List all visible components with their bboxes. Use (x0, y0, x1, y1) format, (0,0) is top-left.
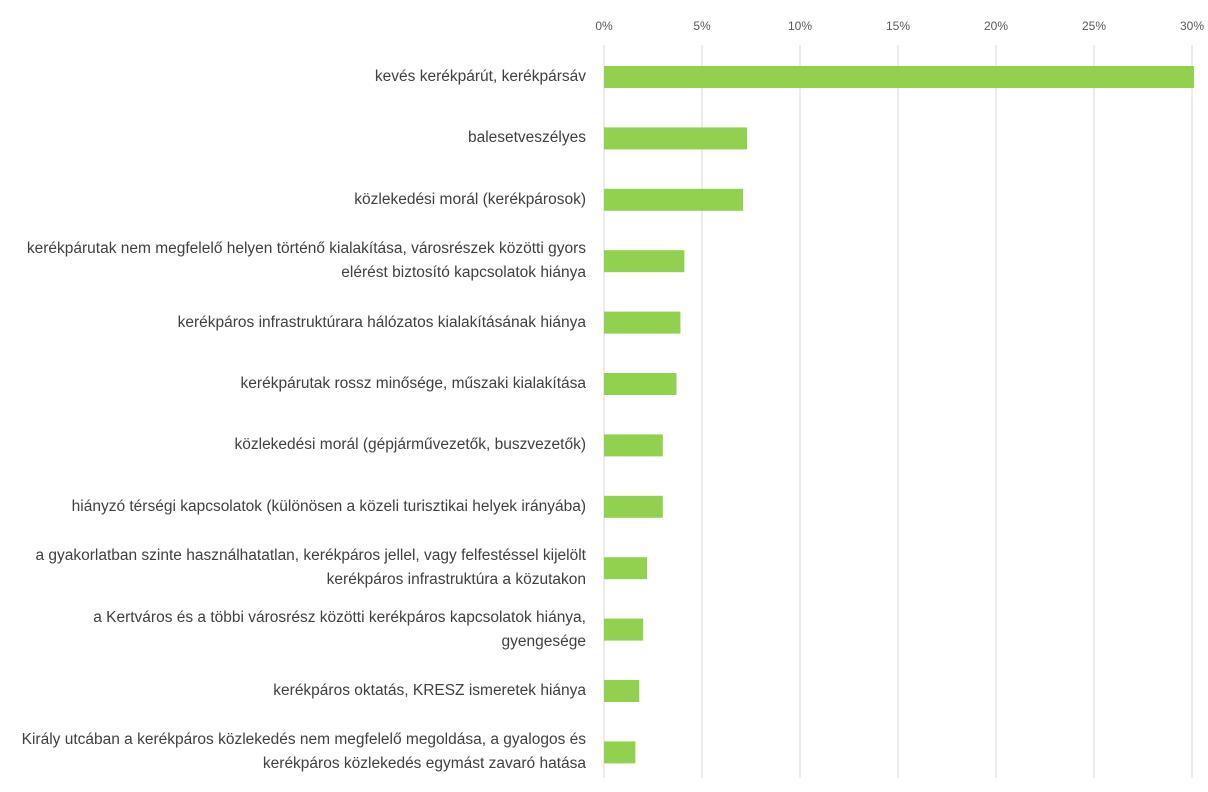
bar (604, 66, 1194, 88)
y-tick-label: a Kertváros és a többi városrész közötti… (93, 608, 586, 650)
y-tick-label: kerékpáros infrastruktúrara hálózatos ki… (177, 313, 586, 331)
bar (604, 680, 640, 702)
x-tick-label: 5% (693, 19, 711, 33)
bar (604, 311, 681, 334)
y-tick-label: balesetveszélyes (467, 129, 586, 147)
y-tick-label: közlekedési morál (gépjárművezetők, busz… (234, 436, 587, 454)
x-tick-label: 15% (886, 19, 910, 33)
bar (604, 557, 648, 580)
bar (604, 618, 644, 641)
x-tick-label: 0% (595, 19, 613, 33)
y-tick-label: kerékpáros oktatás, KRESZ ismeretek hián… (273, 682, 586, 699)
bar (604, 127, 748, 150)
x-tick-label: 30% (1180, 19, 1204, 33)
bar (604, 250, 685, 273)
x-tick-label: 20% (984, 19, 1008, 33)
y-tick-label: Király utcában a kerékpáros közlekedés n… (21, 731, 586, 773)
y-tick-label: hiányzó térségi kapcsolatok (különösen a… (71, 497, 586, 515)
bar (604, 741, 636, 764)
bar (604, 373, 677, 395)
y-tick-label: a gyakorlatban szinte használhatatlan, k… (35, 547, 586, 589)
y-tick-label: kevés kerékpárút, kerékpársáv (374, 68, 586, 85)
y-tick-label: kerékpárutak rossz minősége, műszaki kia… (240, 375, 586, 392)
bar (604, 495, 663, 518)
y-tick-label: közlekedési morál (kerékpárosok) (354, 190, 586, 208)
x-tick-label: 10% (788, 19, 812, 33)
x-tick-label: 25% (1082, 19, 1106, 33)
y-tick-label: kerékpárutak nem megfelelő helyen történ… (26, 240, 586, 282)
bar (604, 434, 663, 457)
bar (604, 188, 744, 211)
